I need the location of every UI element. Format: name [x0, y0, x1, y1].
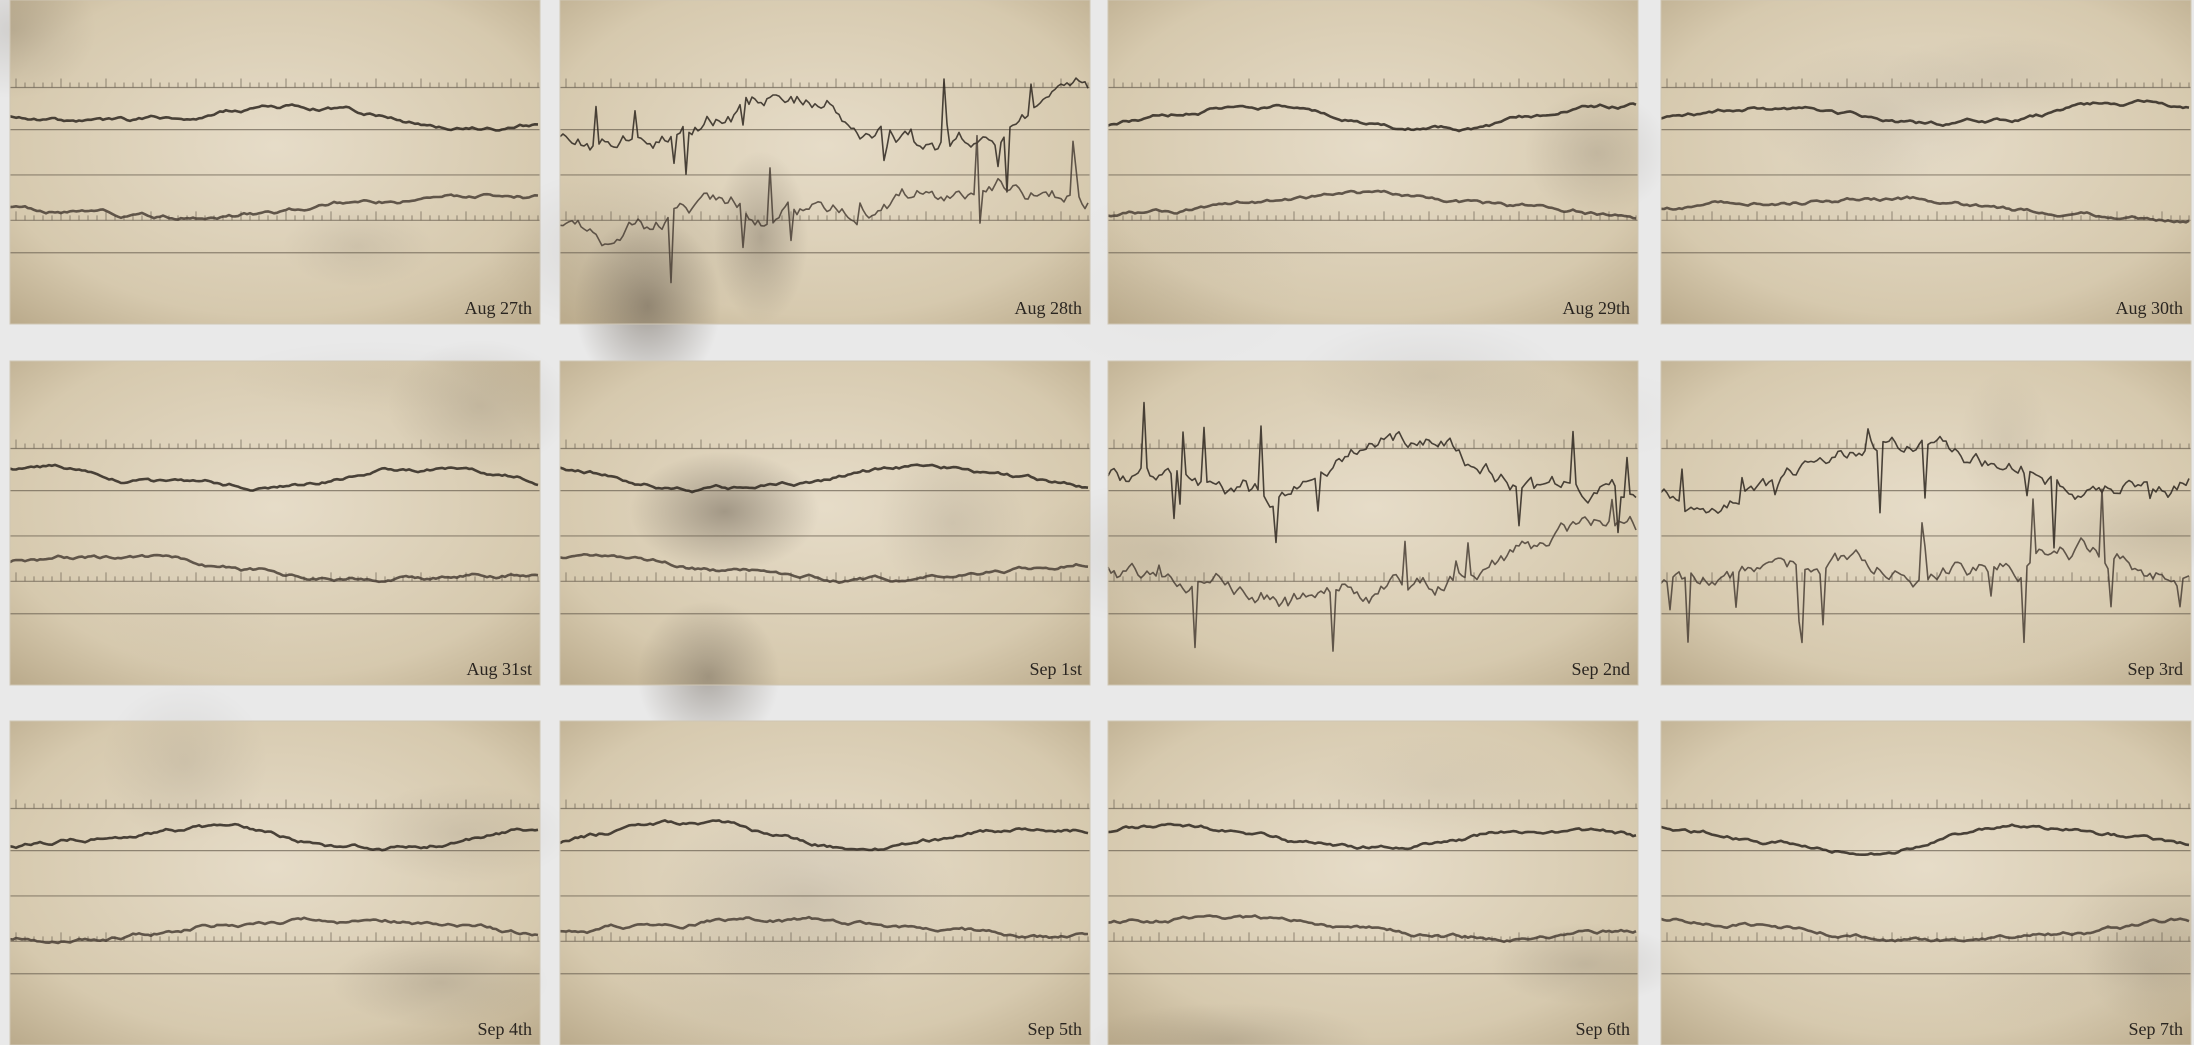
trace	[559, 77, 1089, 193]
trace	[1660, 195, 2190, 224]
tile-label: Aug 30th	[2116, 298, 2184, 318]
tile-border	[559, 720, 1091, 1045]
stain	[262, 83, 359, 150]
trace	[559, 915, 1089, 939]
trace	[1660, 99, 2190, 127]
trace	[559, 819, 1089, 852]
trace	[1107, 914, 1637, 944]
tile-label: Sep 5th	[1027, 1019, 1082, 1039]
trace	[1107, 498, 1637, 652]
stain	[350, 783, 573, 884]
trace	[9, 822, 539, 852]
tile-label: Sep 6th	[1575, 1019, 1630, 1039]
tile-label: Aug 27th	[465, 298, 533, 318]
tile-border	[1660, 720, 2192, 1045]
stain	[713, 150, 809, 324]
stain	[876, 448, 1029, 597]
stain	[1959, 370, 2052, 513]
photo-tile[interactable]: Aug 31st	[9, 339, 572, 700]
stain	[1415, 364, 1708, 465]
photo-tile[interactable]: Aug 27th	[0, 0, 541, 325]
stain	[387, 339, 572, 473]
photo-tile[interactable]: Sep 5th	[559, 720, 1091, 1045]
stain	[101, 682, 268, 843]
tile-label: Aug 29th	[1563, 298, 1631, 318]
trace	[559, 134, 1089, 284]
photo-tile[interactable]: Sep 6th	[1085, 720, 1681, 1045]
trace	[1107, 401, 1637, 544]
tile-border	[1660, 360, 2192, 686]
stain	[1085, 1002, 1374, 1045]
stain	[1524, 89, 1669, 217]
trace	[9, 463, 539, 492]
trace	[1660, 823, 2190, 856]
tile-label: Sep 3rd	[2128, 659, 2184, 679]
trace	[559, 553, 1089, 584]
paper	[10, 0, 540, 324]
tile-border	[9, 720, 541, 1045]
trace	[9, 103, 539, 132]
stain	[2085, 916, 2194, 1023]
tile-border	[1107, 360, 1639, 686]
trace	[1107, 822, 1637, 851]
tile-label: Sep 4th	[477, 1019, 532, 1039]
photo-tile[interactable]: Sep 1st	[559, 360, 1091, 753]
tile-border	[1107, 720, 1639, 1045]
stain	[655, 799, 955, 994]
trace	[1107, 102, 1637, 133]
stain	[1776, 123, 1935, 238]
trace	[9, 553, 539, 584]
trace	[9, 192, 539, 221]
stain	[1490, 923, 1681, 1005]
photo-tile[interactable]: Aug 30th	[1660, 0, 2192, 325]
tile-border	[9, 360, 541, 686]
tile-label: Sep 2nd	[1572, 659, 1631, 679]
trace	[1107, 189, 1637, 220]
stain	[1310, 734, 1567, 836]
photo-tile[interactable]: Sep 4th	[9, 682, 573, 1045]
trace	[9, 916, 539, 945]
stain	[330, 937, 549, 1028]
stain	[282, 204, 433, 288]
tile-label: Sep 1st	[1029, 659, 1082, 679]
stain	[1013, 480, 1308, 626]
photo-tile[interactable]: Sep 2nd	[1013, 318, 1708, 686]
tile-border	[9, 0, 541, 325]
photo-tile[interactable]: Sep 7th	[1660, 720, 2194, 1045]
trace	[559, 463, 1089, 494]
stain	[1879, 35, 2116, 120]
tile-label: Sep 7th	[2128, 1019, 2183, 1039]
trace	[1660, 488, 2190, 644]
stain	[2035, 494, 2194, 573]
stain	[99, 514, 286, 700]
stain	[574, 215, 721, 396]
photo-tile[interactable]: Aug 29th	[1030, 0, 1669, 375]
stain	[0, 0, 97, 99]
trace	[1660, 428, 2190, 549]
tile-border	[559, 0, 1091, 325]
stain	[637, 600, 780, 753]
stain	[629, 451, 820, 572]
photo-tile[interactable]: Sep 3rd	[1660, 360, 2194, 686]
photo-tile[interactable]: Aug 28th	[488, 0, 1091, 396]
tile-border	[1660, 0, 2192, 325]
trace	[1660, 917, 2190, 943]
tile-label: Aug 31st	[466, 659, 532, 679]
